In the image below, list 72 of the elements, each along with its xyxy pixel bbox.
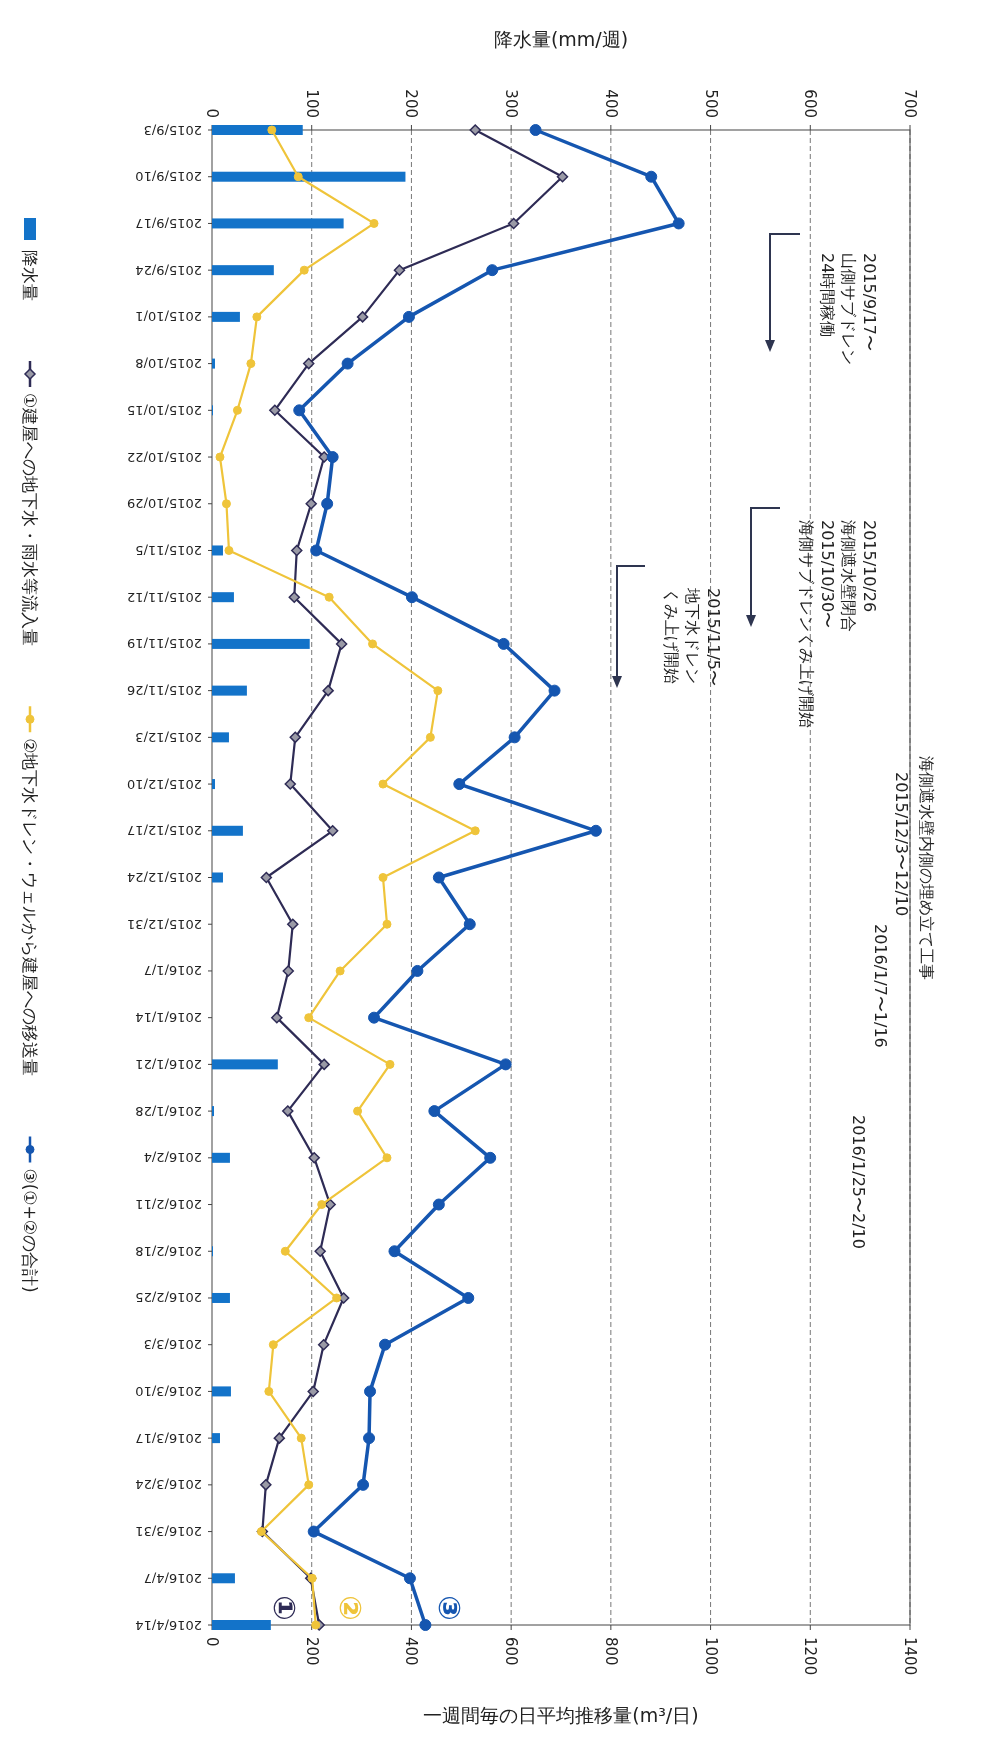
- annotation: 2015/11/5〜: [703, 588, 723, 687]
- y-tick-label: 2015/12/24: [127, 870, 202, 885]
- y-tick-label: 2015/11/26: [127, 683, 202, 699]
- annotation: 山側サブドレン: [838, 253, 858, 365]
- y-tick-label: 2015/12/17: [127, 823, 202, 839]
- y-tick-label: 2015/10/29: [127, 496, 202, 512]
- y-tick-label: 2015/10/22: [127, 449, 202, 465]
- annotation: 2015/10/30〜: [817, 520, 837, 629]
- x2-tick-label: 500: [701, 89, 720, 118]
- annotation: 2016/1/25〜2/10: [848, 1115, 868, 1249]
- y-tick-label: 2016/3/31: [135, 1524, 202, 1540]
- annotation: 2015/9/17〜: [859, 253, 879, 352]
- x2-tick-label: 400: [601, 89, 620, 118]
- y-tick-label: 2015/11/19: [127, 636, 202, 652]
- annotation: ③: [431, 1595, 467, 1621]
- y-tick-label: 2016/2/11: [135, 1197, 202, 1213]
- annotation: ②: [333, 1595, 369, 1621]
- y-tick-label: 2016/4/7: [143, 1570, 202, 1586]
- y-tick-label: 2015/9/10: [135, 169, 202, 185]
- x-axis-title: 一週間毎の日平均推移量(m³/日): [423, 1704, 699, 1726]
- annotation: 2016/1/7〜1/16: [870, 924, 890, 1048]
- x-tick-label: 200: [302, 1637, 321, 1666]
- annotation: 2015/12/3〜12/10: [891, 772, 911, 917]
- annotation: ①: [266, 1595, 302, 1621]
- annotation: 2015/10/26: [859, 520, 879, 613]
- y-tick-label: 2016/3/24: [135, 1477, 202, 1493]
- y-tick-label: 2015/11/12: [127, 589, 202, 605]
- x2-tick-label: 100: [302, 89, 321, 118]
- x2-axis-title: 降水量(mm/週): [493, 28, 629, 50]
- x-tick-label: 600: [502, 1637, 521, 1666]
- legend-label: ①建屋への地下水・雨水等流入量: [20, 393, 40, 647]
- y-tick-label: 2016/1/14: [135, 1010, 202, 1026]
- x2-tick-label: 700: [901, 89, 919, 118]
- y-tick-label: 2016/1/21: [135, 1056, 202, 1072]
- legend-label: ②地下水ドレン・ウェルから建屋への移送量: [20, 738, 40, 1077]
- y-tick-label: 2015/12/3: [135, 729, 202, 745]
- y-tick-label: 2016/3/3: [143, 1337, 202, 1353]
- y-tick-label: 2016/1/7: [143, 963, 202, 979]
- y-tick-label: 2015/11/5: [135, 542, 202, 558]
- legend-label: ③(①+②の合計): [20, 1168, 40, 1293]
- x-tick-label: 400: [402, 1637, 421, 1666]
- x2-tick-label: 300: [502, 89, 521, 118]
- y-tick-label: 2015/10/15: [127, 402, 202, 418]
- annotation: 地下水ドレン: [682, 587, 702, 684]
- y-tick-label: 2016/3/10: [135, 1383, 202, 1399]
- y-tick-label: 2016/3/17: [135, 1430, 202, 1446]
- y-tick-label: 2016/2/4: [143, 1150, 202, 1166]
- annotation: 24時間稼働: [817, 253, 837, 338]
- x2-tick-label: 600: [801, 89, 820, 118]
- y-tick-label: 2015/12/10: [127, 776, 202, 792]
- x-tick-label: 1000: [701, 1637, 720, 1676]
- x-tick-label: 0: [203, 1637, 221, 1647]
- x2-tick-label: 200: [402, 89, 421, 118]
- y-tick-label: 2015/9/17: [135, 215, 202, 231]
- annotation: 海側サブドレンくみ上げ開始: [796, 520, 816, 728]
- y-tick-label: 2015/9/3: [143, 122, 202, 138]
- y-tick-label: 2016/4/14: [135, 1617, 202, 1633]
- y-tick-label: 2015/10/8: [135, 356, 202, 372]
- y-tick-label: 2016/1/28: [135, 1103, 202, 1119]
- x-tick-label: 1200: [801, 1637, 820, 1676]
- y-tick-label: 2016/2/25: [135, 1290, 202, 1306]
- y-tick-label: 2015/12/31: [127, 916, 202, 932]
- x2-tick-label: 0: [203, 108, 221, 118]
- x-tick-label: 1400: [901, 1637, 919, 1676]
- x-tick-label: 800: [601, 1637, 620, 1666]
- annotation: くみ上げ開始: [661, 588, 681, 684]
- text: 海側遮水壁内側の埋め立て工事: [916, 756, 936, 980]
- legend-label: 降水量: [20, 250, 40, 301]
- y-tick-label: 2016/2/18: [135, 1243, 202, 1259]
- y-tick-label: 2015/9/24: [135, 262, 202, 278]
- annotation: 海側遮水壁閉合: [838, 520, 858, 632]
- y-tick-label: 2015/10/1: [135, 309, 202, 325]
